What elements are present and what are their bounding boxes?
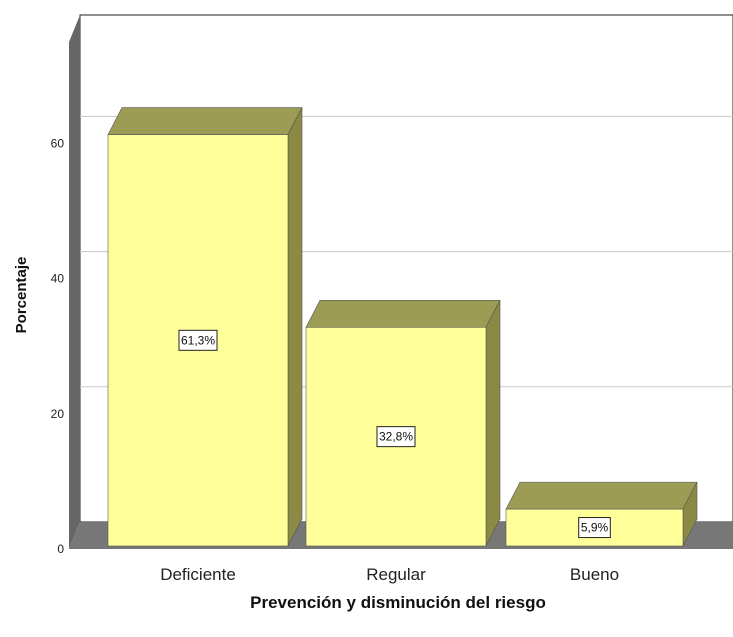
bar-side-face <box>287 107 303 547</box>
x-axis-title: Prevención y disminución del riesgo <box>250 593 546 612</box>
data-label-box <box>376 426 416 448</box>
bar-top-face <box>305 299 501 328</box>
y-tick-label-40: 40 <box>51 272 65 286</box>
y-tick-label-0: 0 <box>57 542 64 556</box>
y-tick-label-20: 20 <box>51 407 65 421</box>
x-tick-label-regular: Regular <box>366 565 426 584</box>
bar-bueno: 5,9% <box>505 481 698 547</box>
bar-top-face <box>505 481 698 510</box>
data-label-box <box>178 329 218 351</box>
bar-regular: 32,8% <box>305 299 501 547</box>
y-axis-title: Porcentaje <box>13 257 30 334</box>
bar-deficiente: 61,3% <box>107 107 303 547</box>
x-tick-label-deficiente: Deficiente <box>160 565 236 584</box>
bar-top-face <box>107 107 303 135</box>
bar-side-face <box>485 300 501 547</box>
data-label: 32,8% <box>379 430 413 444</box>
data-label: 61,3% <box>181 333 215 347</box>
x-axis-categories: Deficiente Regular Bueno <box>160 565 619 584</box>
data-label: 5,9% <box>581 521 609 535</box>
bars: 61,3% 32,8% 5,9% <box>107 107 698 547</box>
data-label-box <box>578 517 611 539</box>
y-axis-ticks: 0 20 40 60 <box>51 136 65 556</box>
side-wall <box>69 15 80 549</box>
x-tick-label-bueno: Bueno <box>570 565 619 584</box>
y-tick-label-60: 60 <box>51 136 65 150</box>
